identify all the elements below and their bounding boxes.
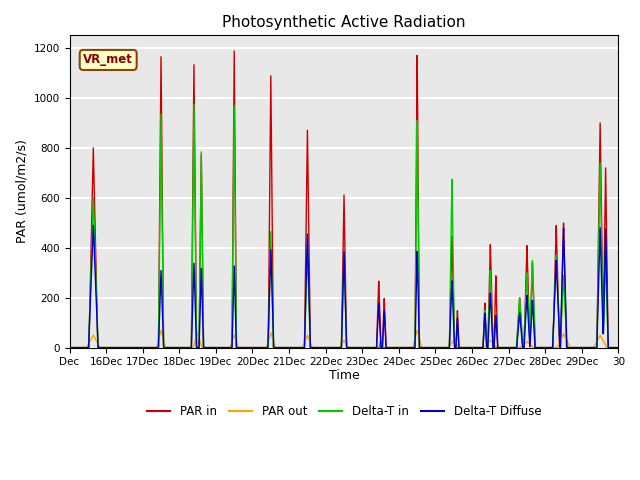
Delta-T Diffuse: [483, 337, 490, 343]
Delta-T in: [585, 345, 593, 350]
Delta-T Diffuse: [467, 345, 475, 350]
PAR in: [326, 345, 333, 350]
PAR out: [614, 345, 622, 350]
Line: PAR out: PAR out: [70, 330, 618, 348]
Delta-T in: [591, 345, 599, 350]
Delta-T Diffuse: [614, 345, 622, 350]
PAR out: [66, 345, 74, 350]
PAR in: [483, 335, 490, 341]
PAR out: [591, 341, 599, 347]
Delta-T in: [190, 102, 198, 108]
Line: PAR in: PAR in: [70, 51, 618, 348]
Delta-T Diffuse: [90, 222, 97, 228]
Delta-T Diffuse: [252, 345, 260, 350]
PAR in: [585, 345, 593, 350]
Text: VR_met: VR_met: [83, 53, 133, 66]
PAR in: [591, 345, 599, 350]
PAR in: [230, 48, 238, 54]
Delta-T Diffuse: [66, 345, 74, 350]
PAR in: [252, 345, 260, 350]
PAR in: [614, 345, 622, 350]
PAR in: [467, 345, 475, 350]
PAR out: [483, 342, 490, 348]
Line: Delta-T Diffuse: Delta-T Diffuse: [70, 225, 618, 348]
PAR out: [585, 345, 593, 350]
Delta-T Diffuse: [326, 345, 333, 350]
Delta-T in: [467, 345, 475, 350]
Delta-T in: [252, 345, 260, 350]
Delta-T in: [614, 345, 622, 350]
Delta-T in: [483, 336, 490, 342]
PAR in: [66, 345, 74, 350]
X-axis label: Time: Time: [328, 369, 359, 382]
Line: Delta-T in: Delta-T in: [70, 105, 618, 348]
Legend: PAR in, PAR out, Delta-T in, Delta-T Diffuse: PAR in, PAR out, Delta-T in, Delta-T Dif…: [142, 400, 546, 423]
Delta-T Diffuse: [585, 345, 593, 350]
Title: Photosynthetic Active Radiation: Photosynthetic Active Radiation: [222, 15, 466, 30]
Delta-T in: [66, 345, 74, 350]
Delta-T in: [326, 345, 333, 350]
Y-axis label: PAR (umol/m2/s): PAR (umol/m2/s): [15, 140, 28, 243]
PAR out: [157, 327, 165, 333]
PAR out: [467, 345, 475, 350]
Delta-T Diffuse: [591, 345, 599, 350]
PAR out: [252, 345, 260, 350]
PAR out: [326, 345, 333, 350]
